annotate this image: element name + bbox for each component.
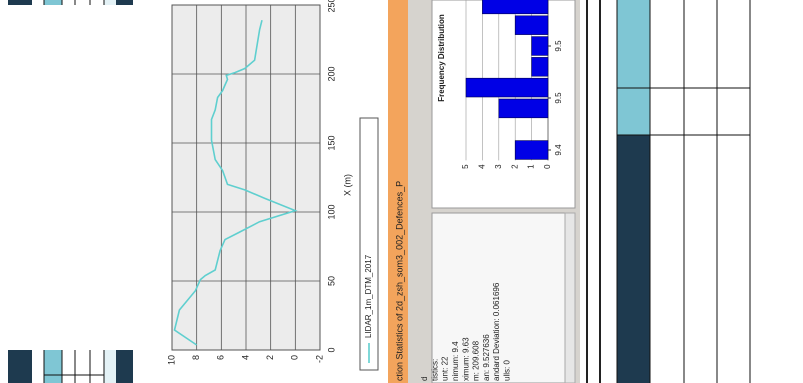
y-tick-label: 0 xyxy=(290,355,300,360)
y-tick-label: 1 xyxy=(527,164,536,169)
x-tick-label: 9.5 xyxy=(554,40,563,52)
bar xyxy=(498,98,549,119)
bar xyxy=(531,57,549,77)
stats-line: ximum: 9.63 xyxy=(461,337,470,381)
data-line xyxy=(173,20,298,346)
stats-line: nimum: 9.4 xyxy=(451,341,460,381)
stats-line: unt: 22 xyxy=(441,356,450,381)
histogram: 0 1 2 3 4 5 9.4 9.5 9.5 xyxy=(461,0,563,169)
x-tick-label: 200 xyxy=(326,66,336,81)
y-tick-label: 2 xyxy=(265,355,275,360)
window-title-bar xyxy=(388,0,408,383)
table-grid xyxy=(616,0,751,383)
table-column xyxy=(617,0,650,135)
stats-line: d xyxy=(420,377,429,381)
bar xyxy=(482,0,549,15)
legend-label: LIDAR_1m_DTM_2017 xyxy=(364,254,373,338)
bar xyxy=(514,140,549,160)
bar xyxy=(531,36,549,56)
y-tick-label: 4 xyxy=(240,355,250,360)
stats-line: ulls: 0 xyxy=(503,360,512,381)
stats-line: andard Deviation: 0.061696 xyxy=(492,282,501,381)
stats-line: m: 209.608 xyxy=(472,340,481,381)
stats-line: tistics: xyxy=(430,359,439,381)
y-tick-label: 6 xyxy=(216,355,226,360)
x-tick-label: 100 xyxy=(326,204,336,219)
stats-pane xyxy=(431,212,566,383)
y-tick-label: 0 xyxy=(543,164,552,169)
bar xyxy=(514,15,549,35)
histogram-title: Frequency Distribution xyxy=(437,14,446,102)
y-tick-label: 10 xyxy=(166,355,176,365)
x-tick-label: 50 xyxy=(326,276,336,286)
x-tick-label: 9.4 xyxy=(554,144,563,156)
y-tick-label: -2 xyxy=(314,355,324,363)
y-tick-label: 4 xyxy=(478,164,487,169)
x-tick-label: 9.5 xyxy=(554,92,563,104)
x-axis-label: X (m) xyxy=(342,174,352,196)
x-tick-label: 250 xyxy=(326,0,336,13)
rotated-content: X (m) Frequency Distribution ction Stati… xyxy=(5,0,563,381)
y-tick-label: 3 xyxy=(494,164,503,169)
scrollbar xyxy=(564,212,576,383)
legend xyxy=(359,117,379,371)
x-tick-label: 0 xyxy=(326,347,336,352)
y-tick-label: 8 xyxy=(191,355,201,360)
window-title: ction Statistics of 2d_zsh_som3_002_Defe… xyxy=(394,181,404,381)
y-tick-label: 2 xyxy=(510,164,519,169)
table-column xyxy=(617,135,650,383)
bar xyxy=(465,77,549,98)
x-tick-label: 150 xyxy=(326,135,336,150)
stats-line: an: 9.527636 xyxy=(482,334,491,381)
y-tick-label: 5 xyxy=(461,164,470,169)
